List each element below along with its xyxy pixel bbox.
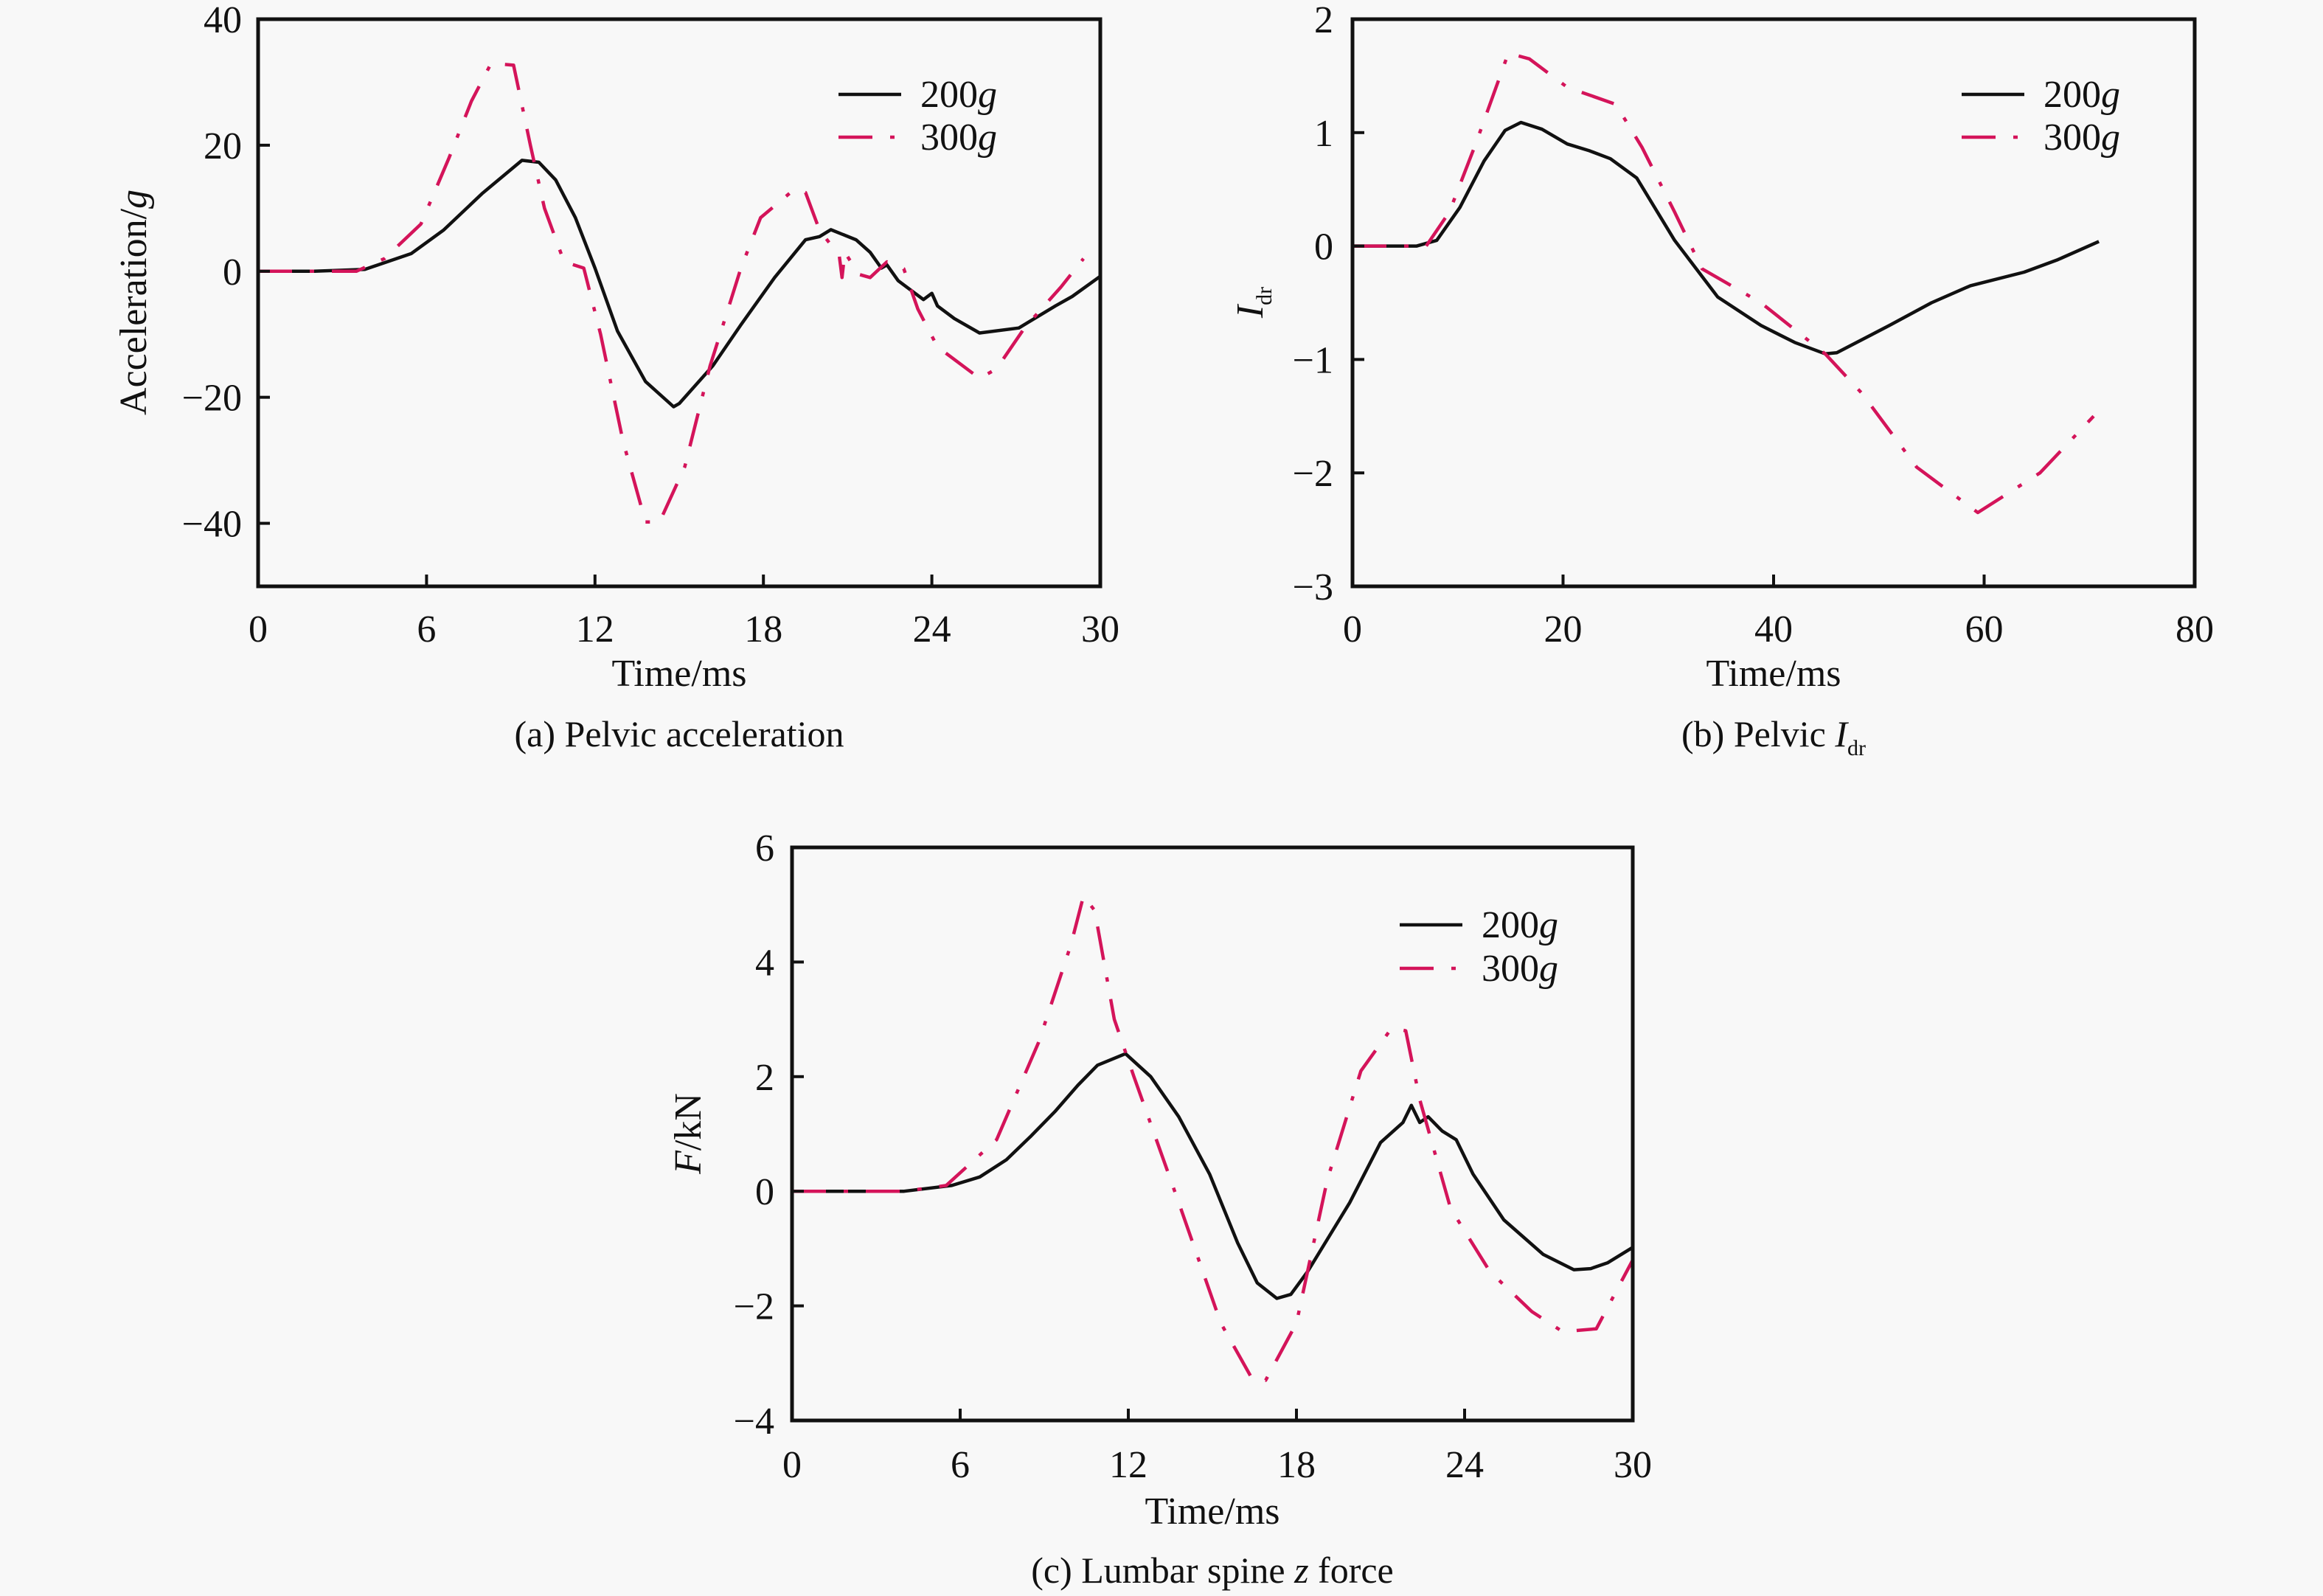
y-tick-label: 4 — [755, 942, 774, 984]
chart-lumbar-spine-z-force: 0 6 12 18 24 30 6 4 2 0 −2 −4 F/kN Time/ms (c) Lumb… — [667, 828, 1652, 1591]
plot-frame — [256, 17, 1103, 589]
x-axis-label: Time/ms — [1706, 653, 1841, 695]
legend-label-number: 300 — [2044, 117, 2101, 159]
x-tick-label: 60 — [1965, 608, 2004, 650]
x-tick-label: 18 — [1277, 1444, 1316, 1486]
series-line-300g — [792, 894, 1634, 1382]
chart-caption-text: (c) Lumbar spine — [1031, 1550, 1294, 1591]
y-axis-label-text: Acceleration/ — [113, 208, 155, 415]
y-axis-label: Idr — [1229, 287, 1277, 319]
chart-caption-subscript: dr — [1847, 736, 1866, 760]
x-tick-label: 0 — [249, 608, 268, 650]
y-axis-label: Acceleration/g — [113, 190, 155, 415]
series-line-200g — [258, 159, 1102, 409]
y-tick-label: 20 — [204, 125, 242, 167]
legend-label-unit: g — [2101, 74, 2120, 116]
y-tick-label: −20 — [182, 378, 242, 420]
chart-caption-text: (b) Pelvic — [1681, 713, 1835, 754]
y-tick-label: 40 — [204, 0, 242, 41]
legend-label-300g: 300g — [1482, 948, 1558, 990]
y-tick-label: 6 — [755, 828, 774, 870]
y-tick-label: −2 — [1293, 453, 1333, 495]
chart-caption: (b) Pelvic Idr — [1681, 713, 1866, 760]
y-axis-label-symbol: I — [1229, 303, 1271, 319]
axis-ticks: 0 20 40 60 80 2 1 0 −1 −2 −3 — [1293, 0, 2214, 650]
chart-caption-suffix: force — [1309, 1550, 1394, 1591]
x-tick-label: 6 — [417, 608, 436, 650]
plot-marks — [258, 61, 1102, 524]
x-tick-label: 12 — [576, 608, 614, 650]
legend-label-unit: g — [1539, 904, 1558, 946]
legend-label-number: 200 — [1482, 904, 1539, 946]
y-axis-label-unit: /kN — [667, 1093, 709, 1151]
x-tick-label: 18 — [744, 608, 782, 650]
x-tick-label: 0 — [782, 1444, 802, 1486]
x-tick-label: 24 — [913, 608, 951, 650]
x-tick-label: 12 — [1109, 1444, 1147, 1486]
x-tick-label: 80 — [2176, 608, 2214, 650]
x-tick-label: 40 — [1754, 608, 1793, 650]
x-tick-label: 30 — [1614, 1444, 1652, 1486]
y-tick-label: 0 — [755, 1171, 774, 1213]
legend-label-200g: 200g — [2044, 74, 2120, 116]
axis-ticks: 0 6 12 18 24 30 6 4 2 0 −2 −4 — [734, 828, 1652, 1486]
legend-label-number: 300 — [1482, 948, 1539, 990]
x-tick-label: 6 — [951, 1444, 970, 1486]
y-tick-label: 0 — [1314, 226, 1333, 268]
plot-marks — [1353, 51, 2100, 515]
legend-label-number: 200 — [2044, 74, 2101, 116]
y-tick-label: 0 — [223, 251, 242, 294]
y-axis-label: F/kN — [667, 1093, 709, 1175]
legend-label-number: 200 — [920, 74, 978, 116]
y-tick-label: −3 — [1293, 566, 1333, 608]
x-tick-label: 24 — [1445, 1444, 1484, 1486]
x-tick-label: 0 — [1343, 608, 1362, 650]
y-axis-label-unit: g — [113, 190, 155, 209]
legend-label-number: 300 — [920, 117, 978, 159]
legend-label-unit: g — [978, 74, 997, 116]
chart-caption-symbol: z — [1294, 1550, 1308, 1591]
series-line-300g — [258, 61, 1085, 524]
y-tick-label: −40 — [182, 504, 242, 546]
y-tick-label: 1 — [1314, 113, 1333, 155]
y-tick-label: −1 — [1293, 339, 1333, 381]
chart-caption-symbol: I — [1834, 713, 1849, 754]
chart-caption: (c) Lumbar spine z force — [1031, 1550, 1393, 1591]
chart-pelvic-idr: 0 20 40 60 80 2 1 0 −1 −2 −3 Idr Time/ms (b) Pelvi… — [1229, 0, 2214, 760]
y-tick-label: 2 — [755, 1057, 774, 1099]
legend-label-300g: 300g — [2044, 117, 2120, 159]
x-tick-label: 30 — [1081, 608, 1119, 650]
plot-frame — [790, 845, 1635, 1423]
x-axis-label: Time/ms — [611, 653, 746, 695]
x-axis-label: Time/ms — [1145, 1491, 1279, 1533]
series-line-200g — [792, 1052, 1634, 1300]
legend-label-unit: g — [2101, 117, 2120, 159]
legend-label-unit: g — [978, 117, 997, 159]
series-line-200g — [1353, 120, 2100, 355]
chart-caption: (a) Pelvic acceleration — [515, 713, 844, 754]
y-tick-label: −2 — [734, 1286, 774, 1328]
y-tick-label: −4 — [734, 1401, 774, 1443]
x-tick-label: 20 — [1544, 608, 1583, 650]
legend-label-unit: g — [1539, 948, 1558, 990]
legend-label-200g: 200g — [920, 74, 997, 116]
y-tick-label: 2 — [1314, 0, 1333, 41]
y-axis-label-subscript: dr — [1252, 287, 1277, 305]
legend-label-200g: 200g — [1482, 904, 1558, 946]
legend-label-300g: 300g — [920, 117, 997, 159]
plot-marks — [792, 894, 1634, 1382]
y-axis-label-symbol: F — [667, 1150, 709, 1175]
series-line-300g — [1353, 51, 2095, 515]
